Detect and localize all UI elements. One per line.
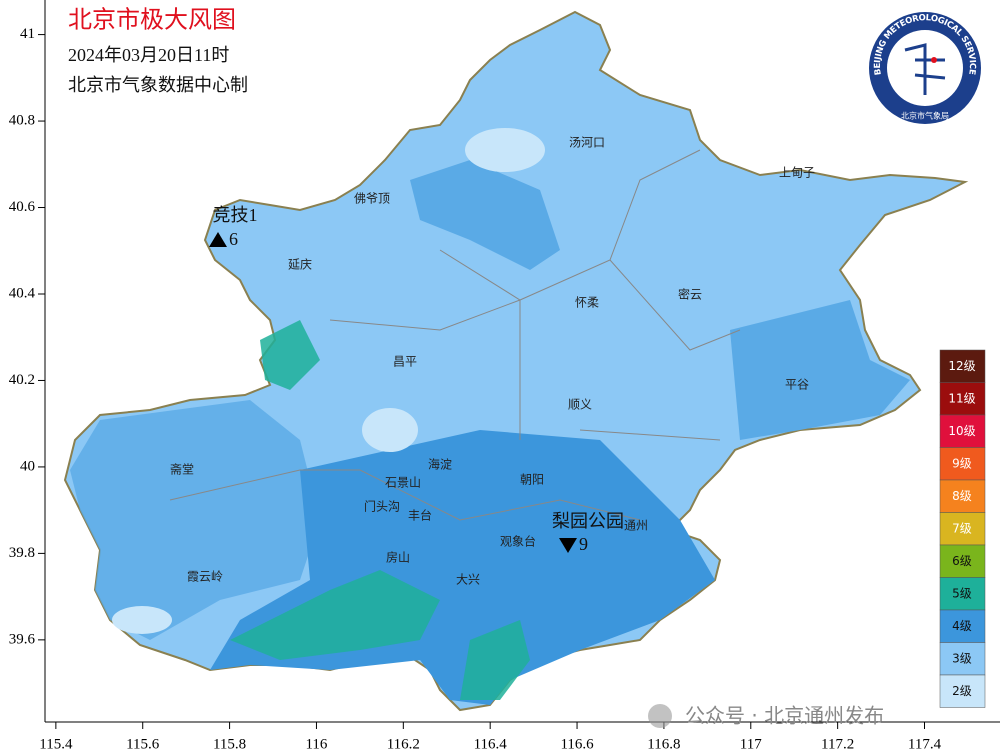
place-label: 门头沟 [364,499,400,514]
logo: BEIJING METEOROLOGICAL SERVICE 北京市气象局 [869,12,981,124]
station-marker [559,538,577,553]
watermark-icon [648,704,672,728]
station-name: 竞技1 [213,205,258,225]
legend-swatch [939,674,986,708]
legend-label: 9级 [952,456,972,470]
zone-5b [260,320,320,390]
place-label: 石景山 [385,476,421,490]
y-tick-label: 40.8 [9,112,35,128]
legend-label: 11级 [948,391,975,405]
place-label: 朝阳 [520,473,544,487]
y-tick-label: 39.6 [9,631,36,647]
x-tick-label: 115.6 [126,736,160,752]
zone-3c [112,606,172,634]
place-label: 怀柔 [575,296,599,310]
place-label: 房山 [386,550,410,565]
place-label: 海淀 [428,457,452,472]
border [329,259,741,441]
x-tick-label: 115.8 [213,736,246,752]
place-label: 上甸子 [779,166,815,180]
x-tick-label: 117.2 [821,736,854,752]
map-title: 北京市极大风图 [68,7,236,34]
place-label: 佛爷顶 [354,192,390,206]
y-tick-label: 40.2 [9,372,35,388]
x-tick-label: 116.2 [387,736,420,752]
logo-mark [904,43,946,95]
legend-swatch [939,414,986,448]
x-tick-label: 116.6 [560,736,594,752]
place-label: 霞云岭 [187,570,223,584]
place-label: 丰台 [408,508,432,523]
axes: 115.4 115.6 115.8 116 116.2 116.4 116.6 116.8 11… [9,0,1000,752]
zone-4 [70,400,320,640]
place-label: 汤河口 [569,136,605,150]
y-tick-label: 39.8 [9,545,35,561]
zone-5c [460,620,530,700]
legend-swatch [939,479,986,513]
place-label: 通州 [624,519,648,533]
station-value: 9 [579,534,588,554]
zone-4d [410,160,560,270]
x-tick-label: 115.4 [39,736,73,752]
legend-label: 6级 [952,554,972,568]
wind-zones [70,128,910,705]
legend-swatch [939,447,986,481]
x-tick-label: 116.4 [474,736,508,752]
legend-swatch [939,609,986,643]
legend-label: 12级 [948,359,975,373]
x-tick-label: 116.8 [647,736,680,752]
map-datetime: 2024年03月20日11时 [68,45,229,65]
x-tick-label: 116 [305,736,327,752]
y-tick-label: 40.6 [9,199,36,215]
border [169,469,641,521]
place-label: 顺义 [568,398,592,412]
logo-dot [931,57,937,63]
legend-label: 7级 [952,521,972,535]
place-label: 延庆 [288,258,312,272]
zone-5 [230,570,440,660]
legend-label: 5级 [952,586,972,600]
legend: 12级 11级 10级 9级 8级 7级 6级 5级 4级 3级 2级 [939,349,986,708]
legend-swatch [939,577,986,611]
legend-swatch [939,512,986,546]
station-name: 梨园公园 [552,511,624,531]
zone-3b [362,408,418,452]
legend-label: 3级 [952,651,972,665]
logo-sub: 北京市气象局 [901,111,949,121]
station-marker [209,232,227,247]
legend-swatch [939,382,986,416]
y-tick-label: 41 [20,26,35,42]
place-label: 密云 [678,287,702,302]
place-label: 大兴 [456,573,480,587]
legend-label: 4级 [952,619,972,633]
stations: 竞技1 6 梨园公园 9 [209,205,624,554]
legend-label: 2级 [952,684,972,698]
zone-4c [730,300,910,440]
legend-swatch [939,642,986,676]
x-tick-label: 117 [740,736,762,752]
legend-swatch [939,349,986,383]
zone-3 [465,128,545,172]
place-label: 昌平 [393,355,417,369]
x-tick-label: 117.4 [908,736,942,752]
map-source: 北京市气象数据中心制 [68,75,248,95]
legend-label: 10级 [948,424,975,438]
watermark: 公众号 · 北京通州发布 [648,704,884,728]
watermark-text: 公众号 · 北京通州发布 [685,704,884,728]
station-value: 6 [229,229,238,249]
y-tick-label: 40 [20,458,35,474]
district-borders [169,149,741,521]
place-label: 平谷 [785,378,809,392]
legend-label: 8级 [952,489,972,503]
place-label: 观象台 [500,534,536,549]
legend-swatch [939,544,986,578]
place-label: 斋堂 [170,462,194,477]
y-tick-label: 40.4 [9,285,36,301]
